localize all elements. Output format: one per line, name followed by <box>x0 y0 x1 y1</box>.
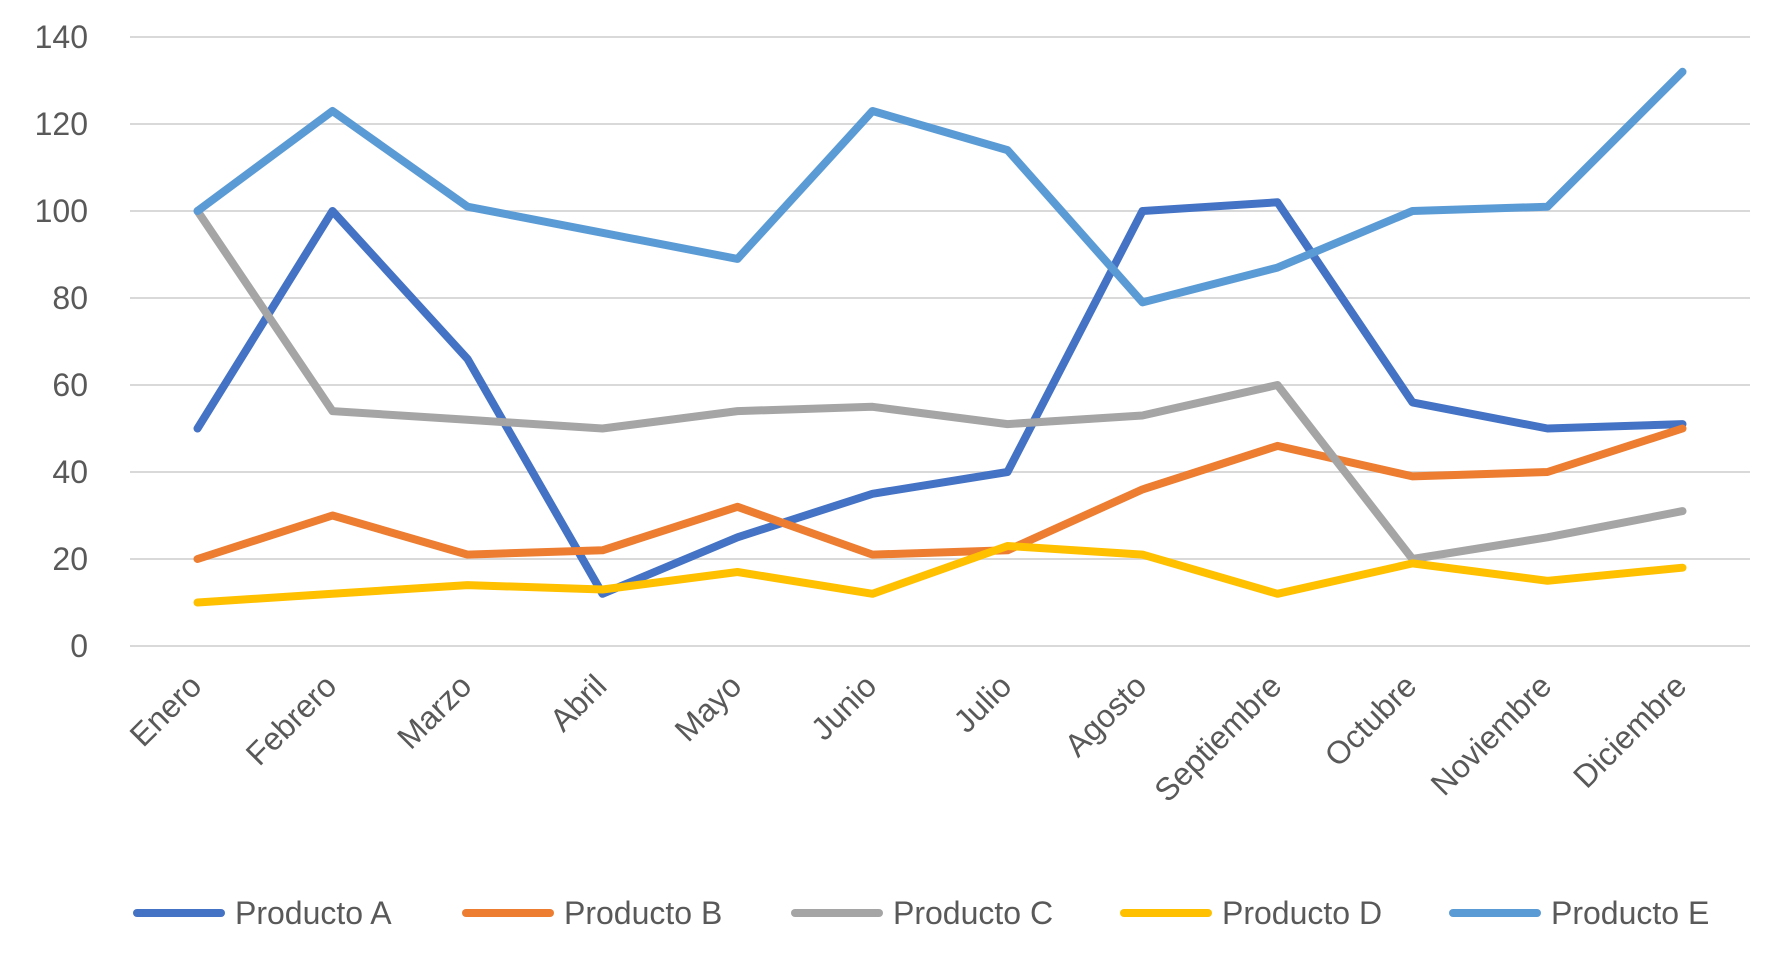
x-tick-label: Junio <box>804 667 884 747</box>
x-tick-label: Octubre <box>1318 667 1424 773</box>
legend-label: Producto C <box>893 895 1053 931</box>
series-line-producto-b <box>193 424 1687 563</box>
legend-item: Producto D <box>1120 895 1382 931</box>
legend-label: Producto D <box>1222 895 1382 931</box>
x-axis: Enero Febrero Marzo Abril Mayo Junio Julio Agos… <box>123 667 1694 808</box>
x-tick-label: Noviembre <box>1424 667 1559 802</box>
series-line-producto-c <box>193 207 1687 563</box>
y-tick-label: 0 <box>70 628 88 664</box>
series-line-producto-d <box>193 542 1687 607</box>
x-tick-label: Agosto <box>1058 667 1154 763</box>
x-tick-label: Julio <box>946 667 1018 739</box>
y-tick-label: 60 <box>52 367 88 403</box>
x-tick-label: Abril <box>543 667 614 738</box>
x-tick-label: Febrero <box>239 667 344 772</box>
x-tick-label: Diciembre <box>1566 667 1693 794</box>
x-tick-label: Mayo <box>668 667 749 748</box>
legend-item: Producto A <box>133 895 392 931</box>
series-lines <box>193 67 1687 607</box>
legend-label: Producto B <box>564 895 722 931</box>
y-tick-label: 20 <box>52 541 88 577</box>
y-tick-label: 140 <box>35 19 88 55</box>
legend-label: Producto E <box>1551 895 1709 931</box>
legend: Producto A Producto B Producto C Producto D… <box>133 895 1709 931</box>
x-tick-label: Marzo <box>390 667 478 755</box>
y-tick-label: 80 <box>52 280 88 316</box>
x-tick-label: Septiembre <box>1147 667 1288 808</box>
legend-label: Producto A <box>235 895 392 931</box>
legend-item: Producto C <box>791 895 1053 931</box>
series-line-producto-a <box>193 198 1687 598</box>
gridlines <box>130 36 1750 647</box>
legend-item: Producto B <box>462 895 722 931</box>
y-axis: 0 20 40 60 80 100 120 140 <box>35 19 88 664</box>
legend-item: Producto E <box>1449 895 1709 931</box>
x-tick-label: Enero <box>123 667 209 753</box>
y-tick-label: 40 <box>52 454 88 490</box>
series-line-producto-e <box>193 67 1687 307</box>
y-tick-label: 120 <box>35 106 88 142</box>
y-tick-label: 100 <box>35 193 88 229</box>
